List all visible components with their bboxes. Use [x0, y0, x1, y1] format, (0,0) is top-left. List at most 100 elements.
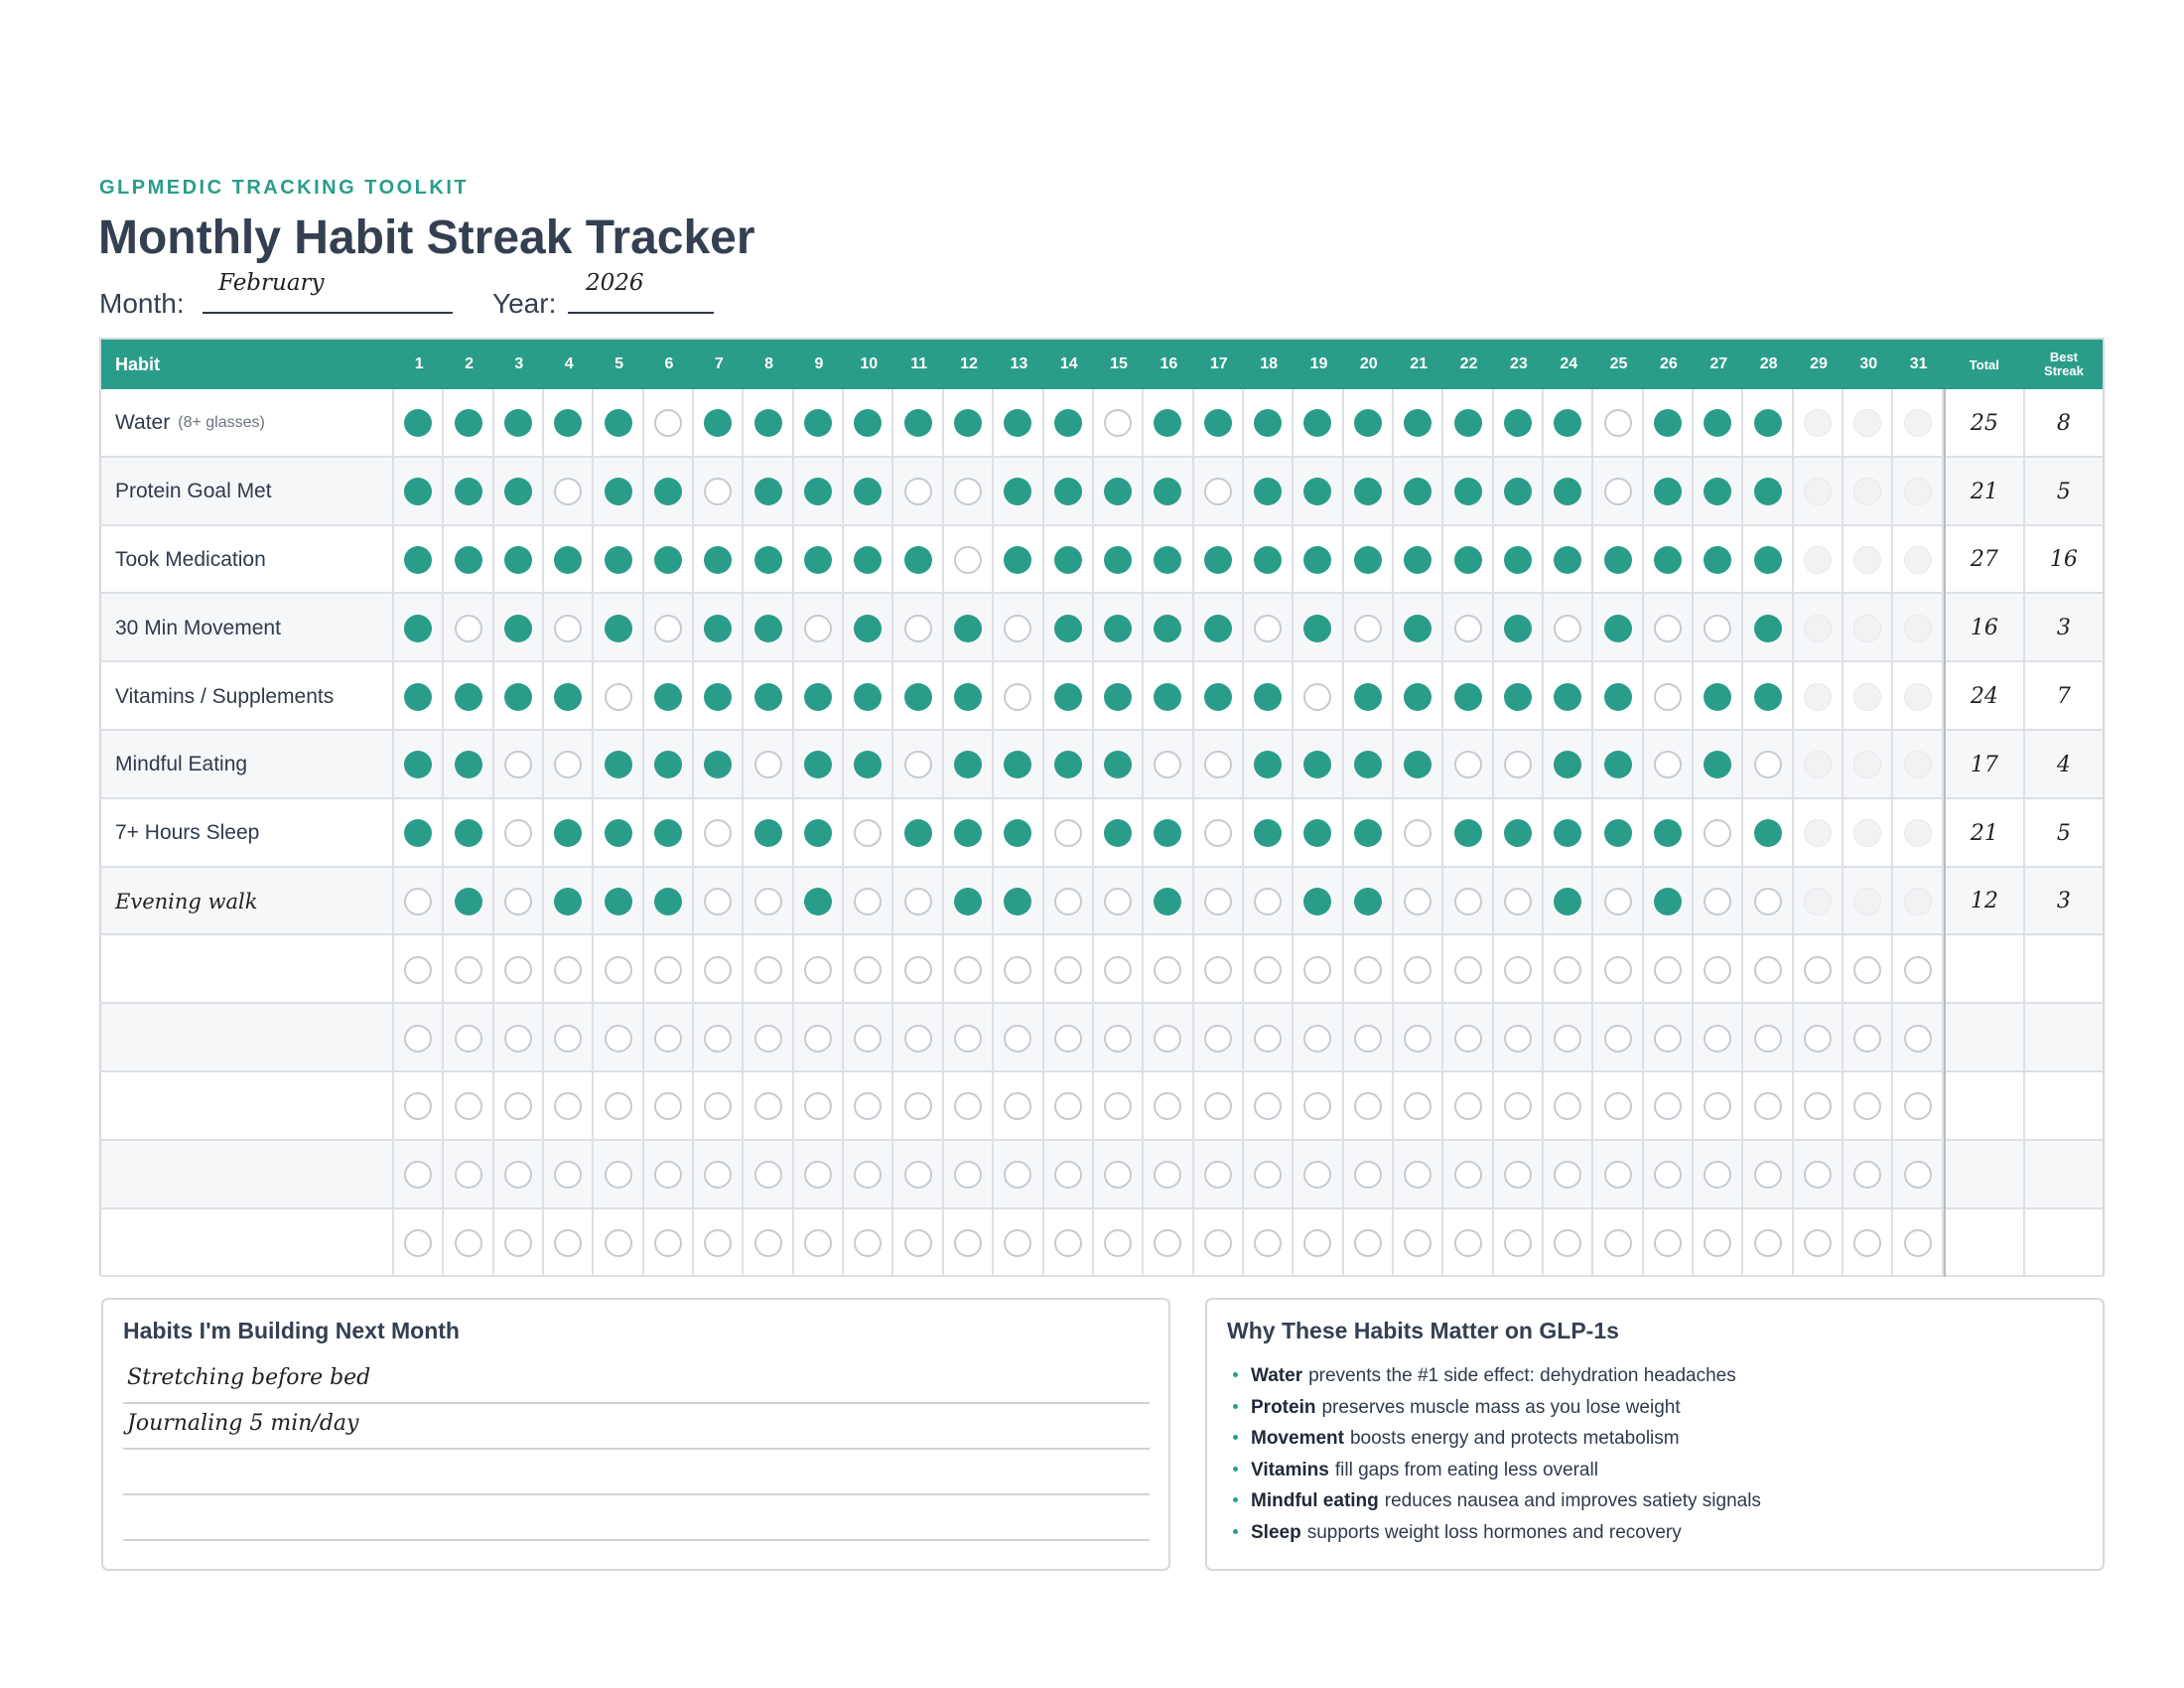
- check-circle: [653, 887, 682, 915]
- check-circle: [404, 1161, 433, 1190]
- day-cell: [1044, 525, 1094, 595]
- check-circle: [1503, 1024, 1532, 1053]
- check-circle: [1603, 751, 1632, 779]
- check-circle: [704, 751, 733, 779]
- day-cell: [1194, 1072, 1244, 1141]
- check-circle: [1453, 751, 1482, 779]
- day-header: 21: [1410, 355, 1429, 372]
- check-circle: [1903, 819, 1932, 848]
- day-cell: [744, 867, 794, 936]
- day-cell: [1894, 457, 1944, 526]
- check-circle: [854, 1092, 883, 1121]
- day-cell: [394, 798, 445, 868]
- day-cell: [744, 935, 794, 1005]
- check-circle: [554, 1092, 583, 1121]
- total-cell: [1943, 1208, 2025, 1278]
- check-circle: [704, 682, 733, 711]
- day-header: 22: [1459, 355, 1478, 372]
- reason-keyword: Movement: [1251, 1428, 1344, 1449]
- reason-keyword: Protein: [1251, 1396, 1316, 1418]
- day-cell: [494, 867, 545, 936]
- reason-text: boosts energy and protects metabolism: [1349, 1428, 1680, 1449]
- check-circle: [454, 545, 482, 574]
- day-cell: [1694, 1072, 1744, 1141]
- check-circle: [1554, 887, 1582, 915]
- check-circle: [653, 545, 682, 574]
- day-header: 4: [564, 355, 574, 372]
- day-cell: [1593, 867, 1644, 936]
- check-circle: [1704, 1092, 1732, 1121]
- check-circle: [1053, 682, 1082, 711]
- check-circle: [1503, 751, 1532, 779]
- check-circle: [1653, 751, 1682, 779]
- check-circle: [854, 614, 883, 642]
- check-circle: [1254, 887, 1283, 915]
- check-circle: [1004, 1228, 1032, 1257]
- check-circle: [1353, 614, 1382, 642]
- check-circle: [1203, 1092, 1232, 1121]
- day-cell: [844, 662, 894, 731]
- day-cell: [1294, 867, 1344, 936]
- day-cell: [1344, 594, 1394, 663]
- habit-name: Water: [115, 411, 171, 435]
- check-circle: [454, 1228, 482, 1257]
- streak-cell: [2025, 935, 2103, 1004]
- check-circle: [554, 682, 583, 711]
- check-circle: [454, 409, 482, 438]
- day-cell: [794, 389, 845, 458]
- day-cell: [1843, 1004, 1894, 1072]
- check-circle: [1104, 887, 1133, 915]
- day-header: 17: [1209, 355, 1228, 372]
- check-circle: [454, 887, 482, 915]
- check-circle: [1653, 1092, 1682, 1121]
- day-cell: [1294, 1072, 1344, 1141]
- check-circle: [1853, 614, 1882, 642]
- day-cell: [1244, 457, 1295, 526]
- day-cell: [694, 1140, 745, 1209]
- check-circle: [1154, 819, 1182, 848]
- day-cell: [1494, 594, 1545, 663]
- why-box: Why These Habits Matter on GLP-1s Water p…: [1205, 1298, 2105, 1571]
- check-circle: [1154, 887, 1182, 915]
- check-circle: [903, 409, 932, 438]
- check-circle: [1554, 1161, 1582, 1190]
- day-header: 9: [814, 355, 824, 372]
- check-circle: [1004, 751, 1032, 779]
- day-header: 14: [1059, 355, 1078, 372]
- total-cell: [1943, 935, 2025, 1005]
- check-circle: [1104, 819, 1133, 848]
- check-circle: [753, 409, 782, 438]
- day-cell: [1494, 525, 1545, 595]
- day-cell: [694, 525, 745, 595]
- check-circle: [554, 1161, 583, 1190]
- habit-name: Mindful Eating: [115, 753, 248, 776]
- check-circle: [1303, 545, 1332, 574]
- check-circle: [1503, 478, 1532, 506]
- day-header: 25: [1609, 355, 1628, 372]
- total-cell: 21: [1943, 457, 2025, 526]
- day-cell: [744, 731, 794, 799]
- check-circle: [753, 751, 782, 779]
- day-cell: [1644, 731, 1695, 799]
- check-circle: [803, 1092, 832, 1121]
- day-cell: [1894, 1208, 1944, 1278]
- check-circle: [1004, 887, 1032, 915]
- check-circle: [1404, 682, 1433, 711]
- day-cell: [394, 867, 445, 936]
- check-circle: [1404, 1024, 1433, 1053]
- day-cell: [1044, 1072, 1094, 1141]
- day-cell: [594, 389, 644, 458]
- check-circle: [1053, 751, 1082, 779]
- day-header: 12: [960, 355, 978, 372]
- day-cell: [444, 1140, 494, 1209]
- day-cell: [644, 1072, 695, 1141]
- check-circle: [503, 409, 532, 438]
- check-circle: [1104, 545, 1133, 574]
- day-cell: [1443, 389, 1494, 458]
- day-cell: [1344, 525, 1394, 595]
- day-cell: [1743, 1208, 1794, 1278]
- habit-name: Protein Goal Met: [115, 480, 272, 503]
- check-circle: [1104, 1024, 1133, 1053]
- check-circle: [854, 955, 883, 984]
- check-circle: [1254, 682, 1283, 711]
